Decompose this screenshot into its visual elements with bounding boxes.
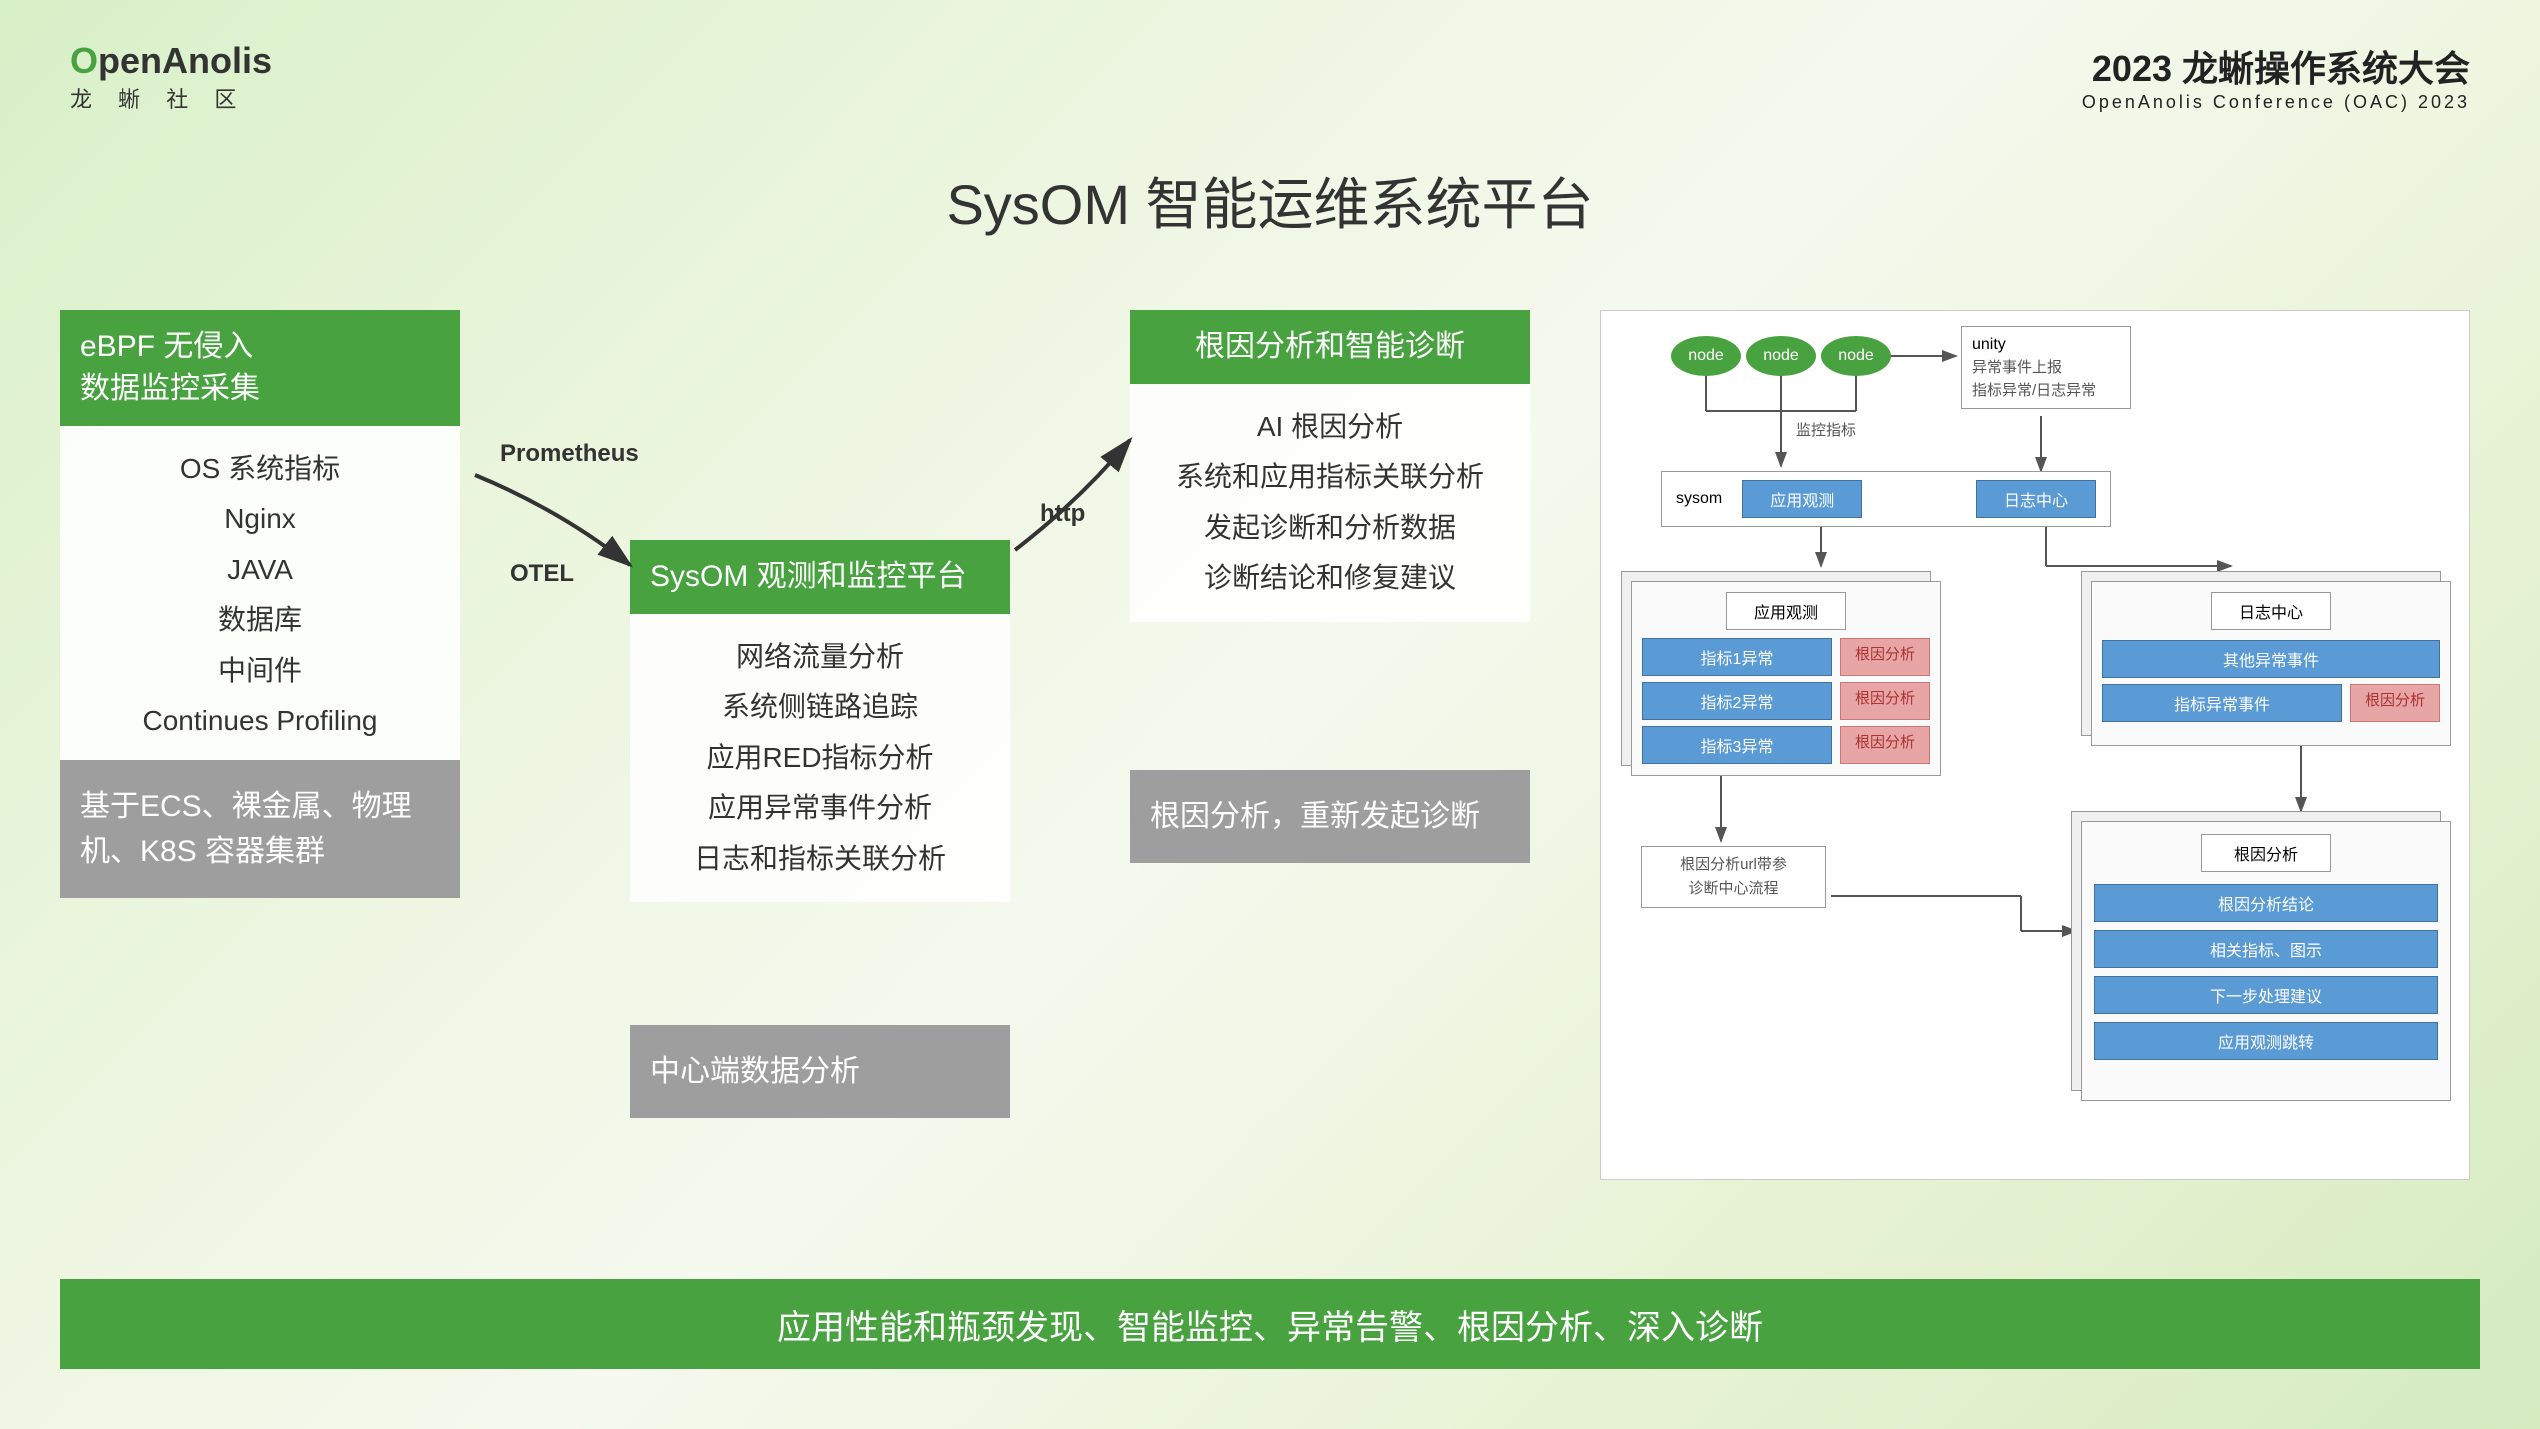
app-obs-chip: 应用观测 bbox=[1742, 480, 1862, 518]
log-center-chip: 日志中心 bbox=[1976, 480, 2096, 518]
col3-head: 根因分析和智能诊断 bbox=[1130, 310, 1530, 384]
conf-title: 2023 龙蜥操作系统大会 bbox=[2082, 40, 2470, 92]
col1-item: 数据库 bbox=[70, 595, 450, 645]
col1-gray: 基于ECS、裸金属、物理机、K8S 容器集群 bbox=[60, 760, 460, 898]
col3-item: 系统和应用指标关联分析 bbox=[1140, 452, 1520, 502]
rca-i4: 应用观测跳转 bbox=[2094, 1022, 2438, 1060]
arch-panel: node node node unity 异常事件上报 指标异常/日志异常 监控… bbox=[1600, 310, 2470, 1180]
metric-event: 指标异常事件 bbox=[2102, 684, 2342, 722]
node-oval: node bbox=[1821, 336, 1891, 376]
col2-gray: 中心端数据分析 bbox=[630, 1025, 1010, 1118]
url-l2: 诊断中心流程 bbox=[1652, 877, 1815, 901]
metric2: 指标2异常 bbox=[1642, 682, 1832, 720]
rca-i2: 相关指标、图示 bbox=[2094, 930, 2438, 968]
col2-body: 网络流量分析 系统侧链路追踪 应用RED指标分析 应用异常事件分析 日志和指标关… bbox=[630, 614, 1010, 902]
rca-group: 根因分析 根因分析结论 相关指标、图示 下一步处理建议 应用观测跳转 bbox=[2081, 821, 2451, 1101]
col1-head-l1: eBPF 无侵入 bbox=[80, 326, 440, 368]
col3-item: 发起诊断和分析数据 bbox=[1140, 503, 1520, 553]
col1-head-l2: 数据监控采集 bbox=[80, 368, 440, 410]
col2-item: 网络流量分析 bbox=[640, 632, 1000, 682]
logo-left: OpenAnolis 龙 蜥 社 区 bbox=[70, 40, 272, 114]
logo-right: 2023 龙蜥操作系统大会 OpenAnolis Conference (OAC… bbox=[2082, 40, 2470, 113]
rca-chip: 根因分析 bbox=[1840, 638, 1930, 676]
arrow-1to2 bbox=[470, 470, 640, 580]
col2-item: 日志和指标关联分析 bbox=[640, 834, 1000, 884]
sysom-label: sysom bbox=[1676, 490, 1722, 508]
col-sysom: SysOM 观测和监控平台 网络流量分析 系统侧链路追踪 应用RED指标分析 应… bbox=[630, 540, 1010, 902]
rca-chip: 根因分析 bbox=[1840, 682, 1930, 720]
col-ebpf: eBPF 无侵入 数据监控采集 OS 系统指标 Nginx JAVA 数据库 中… bbox=[60, 310, 460, 764]
app-obs-title: 应用观测 bbox=[1726, 592, 1846, 630]
edge-label-prometheus: Prometheus bbox=[500, 440, 639, 468]
rca-i1: 根因分析结论 bbox=[2094, 884, 2438, 922]
col3-body: AI 根因分析 系统和应用指标关联分析 发起诊断和分析数据 诊断结论和修复建议 bbox=[1130, 384, 1530, 622]
sysom-row: sysom 应用观测 日志中心 bbox=[1661, 471, 2111, 527]
col1-item: Nginx bbox=[70, 494, 450, 544]
rca-title: 根因分析 bbox=[2201, 834, 2331, 872]
url-l1: 根因分析url带参 bbox=[1652, 853, 1815, 877]
rca-chip: 根因分析 bbox=[2350, 684, 2440, 722]
unity-l1: 异常事件上报 bbox=[1972, 357, 2120, 380]
node-oval: node bbox=[1746, 336, 1816, 376]
col2-head: SysOM 观测和监控平台 bbox=[630, 540, 1010, 614]
monitor-label: 监控指标 bbox=[1796, 419, 1856, 440]
log-title: 日志中心 bbox=[2211, 592, 2331, 630]
col-rootcause: 根因分析和智能诊断 AI 根因分析 系统和应用指标关联分析 发起诊断和分析数据 … bbox=[1130, 310, 1530, 622]
metric3: 指标3异常 bbox=[1642, 726, 1832, 764]
col1-body: OS 系统指标 Nginx JAVA 数据库 中间件 Continues Pro… bbox=[60, 426, 460, 764]
col1-item: Continues Profiling bbox=[70, 696, 450, 746]
log-group: 日志中心 其他异常事件 指标异常事件根因分析 bbox=[2091, 581, 2451, 746]
col1-item: 中间件 bbox=[70, 646, 450, 696]
arrow-2to3 bbox=[1010, 430, 1140, 560]
page-title: SysOM 智能运维系统平台 bbox=[0, 160, 2540, 241]
col1-item: OS 系统指标 bbox=[70, 444, 450, 494]
brand-o: O bbox=[70, 40, 98, 81]
node-oval: node bbox=[1671, 336, 1741, 376]
rca-chip: 根因分析 bbox=[1840, 726, 1930, 764]
col1-item: JAVA bbox=[70, 545, 450, 595]
app-obs-group: 应用观测 指标1异常根因分析 指标2异常根因分析 指标3异常根因分析 bbox=[1631, 581, 1941, 776]
brand-suffix: Anolis bbox=[162, 40, 272, 81]
col3-gray: 根因分析，重新发起诊断 bbox=[1130, 770, 1530, 863]
url-box: 根因分析url带参 诊断中心流程 bbox=[1641, 846, 1826, 908]
unity-box: unity 异常事件上报 指标异常/日志异常 bbox=[1961, 326, 2131, 409]
unity-l2: 指标异常/日志异常 bbox=[1972, 380, 2120, 403]
col3-item: AI 根因分析 bbox=[1140, 402, 1520, 452]
other-event: 其他异常事件 bbox=[2102, 640, 2440, 678]
rca-i3: 下一步处理建议 bbox=[2094, 976, 2438, 1014]
conf-sub: OpenAnolis Conference (OAC) 2023 bbox=[2082, 92, 2470, 113]
col2-item: 应用RED指标分析 bbox=[640, 733, 1000, 783]
col2-item: 应用异常事件分析 bbox=[640, 783, 1000, 833]
brand-sub: 龙 蜥 社 区 bbox=[70, 82, 272, 114]
metric1: 指标1异常 bbox=[1642, 638, 1832, 676]
brand-name: OpenAnolis bbox=[70, 40, 272, 82]
unity-title: unity bbox=[1972, 333, 2120, 357]
brand-mid: pen bbox=[98, 40, 162, 81]
col1-head: eBPF 无侵入 数据监控采集 bbox=[60, 310, 460, 426]
footer-bar: 应用性能和瓶颈发现、智能监控、异常告警、根因分析、深入诊断 bbox=[60, 1279, 2480, 1369]
col3-item: 诊断结论和修复建议 bbox=[1140, 553, 1520, 603]
col2-item: 系统侧链路追踪 bbox=[640, 682, 1000, 732]
